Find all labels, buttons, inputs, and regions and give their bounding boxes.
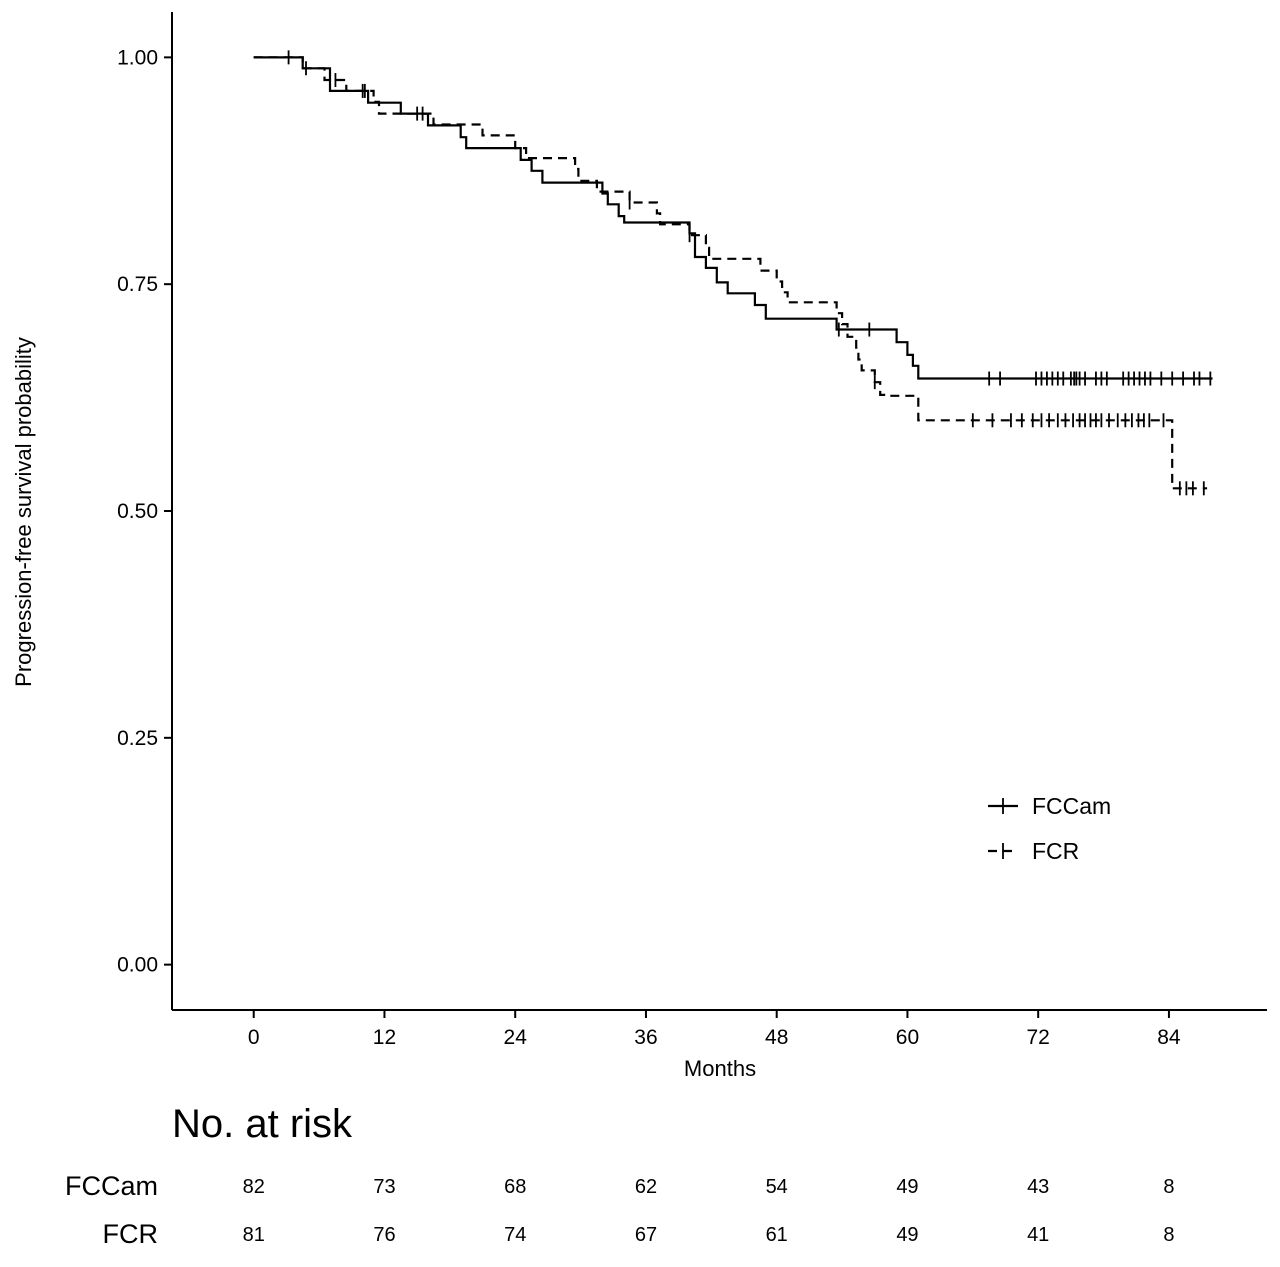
- survival-curves: [253, 50, 1213, 496]
- y-ticks: 0.00 0.25 0.50 0.75 1.00: [117, 46, 172, 977]
- x-tick-label: 84: [1157, 1026, 1181, 1049]
- risk-row-label: FCCam: [65, 1171, 158, 1201]
- curve-fccam: [253, 56, 1213, 380]
- x-tick-label: 12: [373, 1026, 396, 1049]
- y-tick-label: 1.00: [117, 46, 158, 69]
- risk-count: 41: [1027, 1224, 1049, 1246]
- legend-label-fccam: FCCam: [1032, 793, 1111, 819]
- risk-row-label: FCR: [103, 1219, 159, 1249]
- risk-count: 49: [896, 1176, 918, 1198]
- y-tick-label: 0.00: [117, 954, 158, 977]
- legend-label-fcr: FCR: [1032, 838, 1079, 864]
- y-tick-label: 0.75: [117, 273, 158, 296]
- y-tick-label: 0.50: [117, 500, 158, 523]
- x-tick-label: 24: [504, 1026, 528, 1049]
- risk-count: 82: [243, 1176, 265, 1198]
- x-tick-label: 48: [765, 1026, 788, 1049]
- x-ticks: 0 12 24 36 48 60 72 84: [248, 1010, 1181, 1049]
- risk-count: 61: [766, 1224, 788, 1246]
- risk-count: 76: [373, 1224, 395, 1246]
- curve-fcr: [253, 56, 1208, 490]
- x-tick-label: 0: [248, 1026, 260, 1049]
- x-axis-title: Months: [684, 1056, 756, 1081]
- risk-count: 81: [243, 1224, 265, 1246]
- risk-count: 68: [504, 1176, 526, 1198]
- risk-table: FCCam 82 73 68 62 54 49 43 8 FCR 81 76 74 67 61 49 41 8: [65, 1171, 1175, 1249]
- legend: FCCam FCR: [988, 793, 1111, 864]
- risk-count: 49: [896, 1224, 918, 1246]
- risk-count: 54: [766, 1176, 788, 1198]
- axes: [171, 12, 1267, 1011]
- risk-count: 43: [1027, 1176, 1049, 1198]
- x-tick-label: 36: [634, 1026, 657, 1049]
- y-tick-label: 0.25: [117, 727, 158, 750]
- risk-count: 8: [1163, 1176, 1174, 1198]
- risk-count: 67: [635, 1224, 657, 1246]
- y-axis-title: Progression-free survival probability: [11, 337, 36, 687]
- x-tick-label: 72: [1027, 1026, 1050, 1049]
- risk-table-title: No. at risk: [172, 1102, 353, 1146]
- x-tick-label: 60: [896, 1026, 919, 1049]
- risk-count: 73: [373, 1176, 395, 1198]
- risk-count: 8: [1163, 1224, 1174, 1246]
- risk-count: 62: [635, 1176, 657, 1198]
- risk-count: 74: [504, 1224, 526, 1246]
